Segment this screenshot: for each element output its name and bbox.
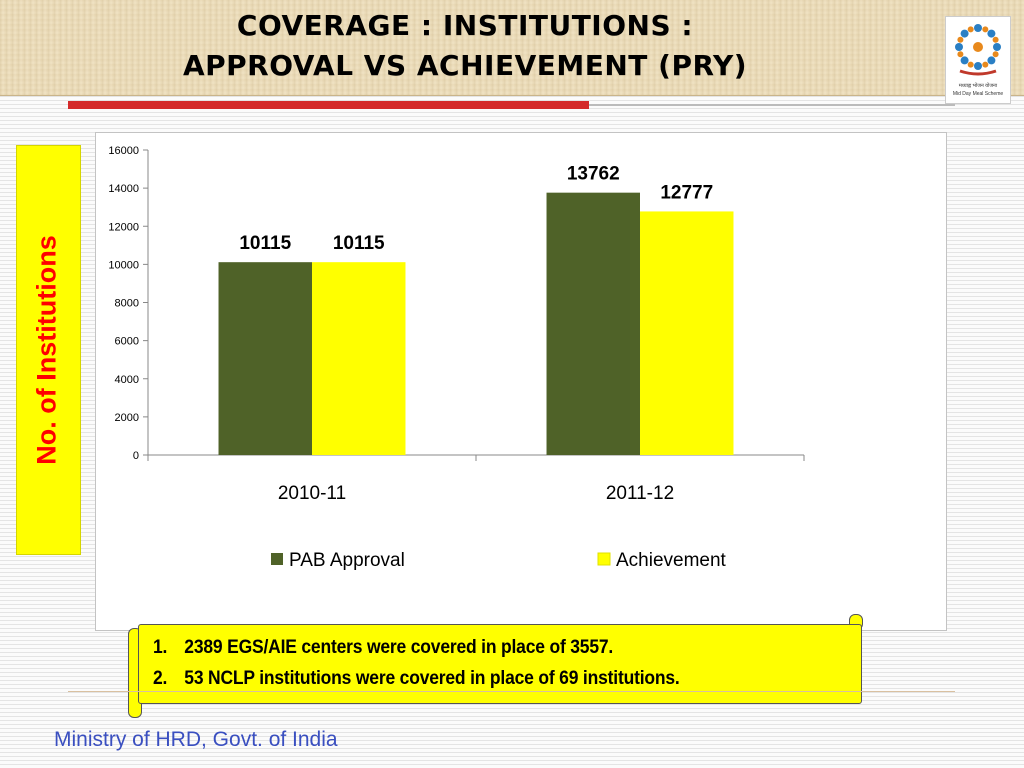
y-tick-label: 16000 xyxy=(108,145,139,157)
slide-title-line-2: APPROVAL VS ACHIEVEMENT (PRY) xyxy=(182,49,748,82)
y-axis-label: No. of Institutions xyxy=(31,235,62,465)
data-label: 10115 xyxy=(239,233,291,254)
y-tick-label: 10000 xyxy=(108,259,139,271)
y-tick-label: 2000 xyxy=(115,412,139,424)
y-tick-label: 12000 xyxy=(108,221,139,233)
title-underline-grey xyxy=(589,104,955,106)
bar xyxy=(546,192,640,456)
y-tick-label: 4000 xyxy=(115,374,139,386)
data-label: 13762 xyxy=(567,164,620,185)
data-label: 10115 xyxy=(333,233,385,254)
chart-area: 0 2000 4000 6000 8000 10000 12000 14000 16000 101… xyxy=(95,132,947,631)
title-underline-red xyxy=(68,101,589,109)
legend-entry: Achievement xyxy=(616,550,727,571)
notes-scroll: 1. 2389 EGS/AIE centers were covered in p… xyxy=(138,624,862,704)
note-number: 1. xyxy=(153,637,168,658)
footer-divider xyxy=(68,691,955,692)
legend-entry: PAB Approval xyxy=(289,550,405,571)
y-tick-label: 8000 xyxy=(115,298,139,310)
y-axis-label-box xyxy=(16,145,81,555)
title-banner xyxy=(0,0,1024,96)
bar xyxy=(312,262,406,455)
data-label: 12777 xyxy=(660,182,713,203)
x-tick-label: 2010-11 xyxy=(278,483,346,504)
logo-people-circle-icon xyxy=(955,24,1001,76)
bar-chart: 0 2000 4000 6000 8000 10000 12000 14000 16000 101… xyxy=(108,145,805,571)
slide-title: COVERAGE : INSTITUTIONS : APPROVAL VS AC… xyxy=(150,6,780,86)
bar xyxy=(640,211,734,455)
legend-swatch xyxy=(597,552,611,566)
y-tick-label: 0 xyxy=(133,450,139,462)
mid-day-meal-logo: मध्याह्न भोजन योजना Mid Day Meal Scheme xyxy=(945,16,1011,104)
note-number: 2. xyxy=(153,668,168,689)
note-item: 2. 53 NCLP institutions were covered in p… xyxy=(153,668,680,690)
logo-caption-english: Mid Day Meal Scheme xyxy=(952,91,1004,97)
y-tick-label: 6000 xyxy=(115,336,139,348)
note-item: 1. 2389 EGS/AIE centers were covered in p… xyxy=(153,637,613,659)
logo-caption-hindi: मध्याह्न भोजन योजना xyxy=(958,83,998,89)
slide-title-line-1: COVERAGE : INSTITUTIONS : xyxy=(236,9,694,42)
footer-text: Ministry of HRD, Govt. of India xyxy=(54,728,338,751)
x-tick-label: 2011-12 xyxy=(606,483,674,504)
y-tick-label: 14000 xyxy=(108,183,139,195)
note-text: 53 NCLP institutions were covered in pla… xyxy=(184,668,680,689)
bar xyxy=(218,262,312,455)
note-text: 2389 EGS/AIE centers were covered in pla… xyxy=(184,637,614,658)
legend-swatch xyxy=(271,553,283,565)
